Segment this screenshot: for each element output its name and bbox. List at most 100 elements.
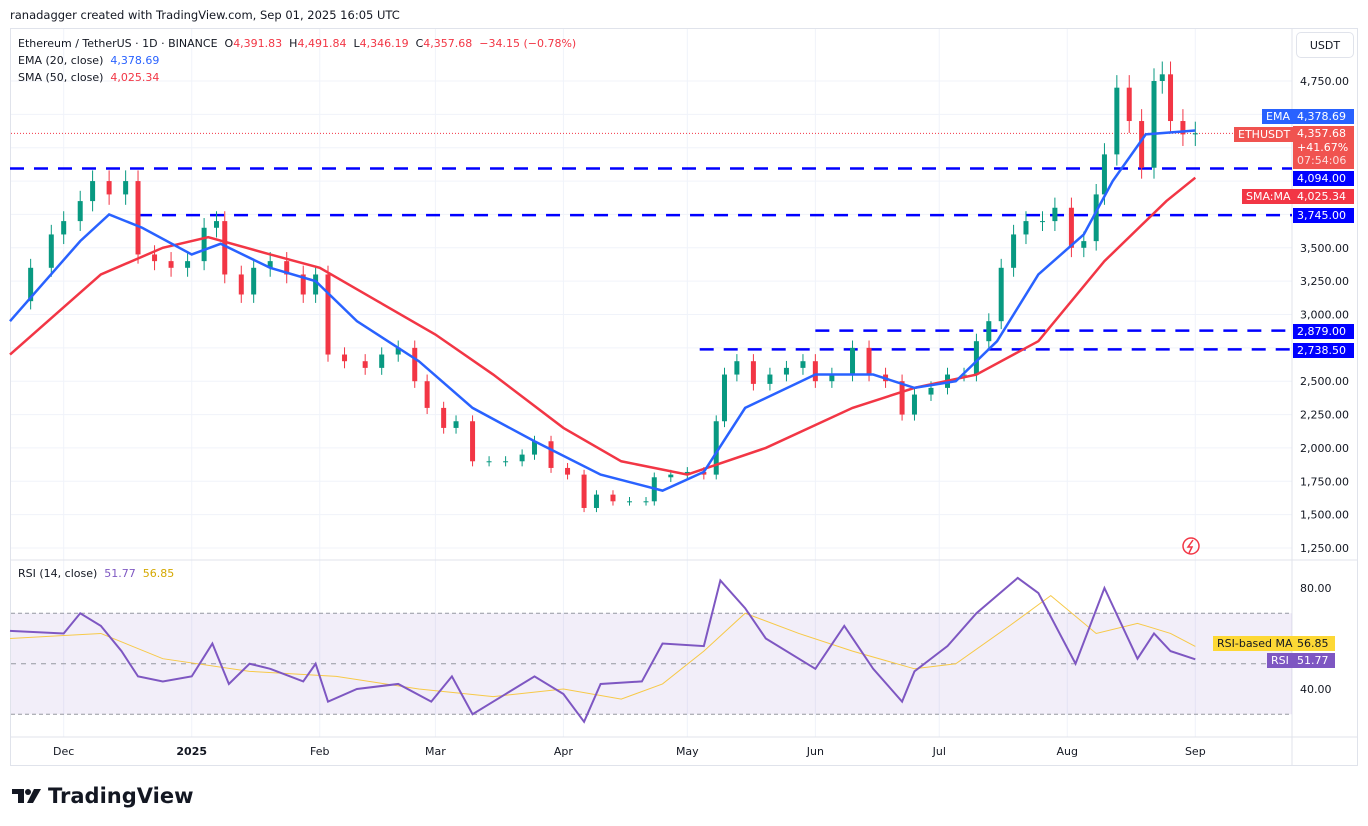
candle-body <box>1081 241 1087 248</box>
candle-body <box>986 321 992 342</box>
time-tick-label: 2025 <box>176 745 207 758</box>
candle-body <box>453 421 459 428</box>
candle-body <box>1159 74 1165 81</box>
rsi-tick-label: 40.00 <box>1300 683 1332 696</box>
level-4094-tag: 4,094.00 <box>1293 171 1354 186</box>
candle-body <box>424 381 430 408</box>
time-tick-label: Jul <box>932 745 946 758</box>
candle-body <box>1023 221 1029 235</box>
candle-body <box>713 421 719 475</box>
candle-body <box>829 374 835 382</box>
low-value: 4,346.19 <box>359 37 409 50</box>
rsi-label: RSI (14, close) <box>18 567 98 580</box>
candle-body <box>1168 74 1174 122</box>
price-tick-label: 1,500.00 <box>1300 509 1349 522</box>
candle-body <box>342 354 348 362</box>
ema-tag-label: EMA <box>1262 109 1294 124</box>
candle-body <box>1180 121 1186 135</box>
candle-body <box>1040 221 1045 223</box>
tradingview-logo-icon <box>12 789 41 803</box>
candle-body <box>503 461 509 463</box>
time-tick-label: Aug <box>1057 745 1078 758</box>
candle-body <box>1093 194 1099 242</box>
candle-body <box>973 341 979 375</box>
candle-body <box>222 221 228 275</box>
close-value: 4,357.68 <box>423 37 473 50</box>
price-tag-value: 4,357.68 <box>1297 127 1346 140</box>
rsi-value: 51.77 <box>104 567 136 580</box>
candle-body <box>961 374 967 376</box>
candle-body <box>593 494 599 508</box>
candle-body <box>486 461 492 463</box>
candle-body <box>90 181 96 202</box>
level-2879-tag: 2,879.00 <box>1293 324 1354 339</box>
price-tag-pct: +41.67% <box>1297 140 1349 154</box>
tradingview-logo[interactable]: TradingView <box>12 784 193 808</box>
level-3745-tag: 3,745.00 <box>1293 208 1354 223</box>
price-tick-label: 3,250.00 <box>1300 275 1349 288</box>
rsi-ma-tag-label: RSI-based MA <box>1213 636 1297 651</box>
candle-body <box>721 374 727 422</box>
candle-body <box>185 261 191 268</box>
price-tag-label: ETHUSDT <box>1234 127 1295 142</box>
time-tick-label: Dec <box>53 745 74 758</box>
candle-body <box>643 501 649 503</box>
candle-body <box>1114 87 1120 155</box>
sma-tag-value: 4,025.34 <box>1293 189 1354 204</box>
candle-body <box>238 274 244 295</box>
open-value: 4,391.83 <box>233 37 283 50</box>
time-tick-label: Apr <box>554 745 574 758</box>
candle-body <box>395 347 401 355</box>
time-tick-label: Jun <box>806 745 824 758</box>
candle-body <box>812 361 818 382</box>
candle-body <box>362 361 368 368</box>
candle-body <box>1139 121 1145 168</box>
candle-body <box>684 471 690 475</box>
candle-body <box>627 501 632 503</box>
time-tick-label: May <box>676 745 699 758</box>
candle-body <box>135 181 141 255</box>
price-tick-label: 2,500.00 <box>1300 375 1349 388</box>
candle-body <box>300 274 306 295</box>
price-tag: 4,357.68 +41.67% 07:54:06 <box>1293 126 1354 169</box>
candle-body <box>866 347 872 375</box>
time-tick-label: Mar <box>425 745 446 758</box>
rsi-ma-value: 56.85 <box>142 567 175 580</box>
rsi-legend: RSI (14, close) 51.77 56.85 <box>18 567 174 580</box>
candle-body <box>412 347 418 382</box>
candle-body <box>581 474 587 508</box>
ema-tag-value: 4,378.69 <box>1293 109 1354 124</box>
level-2738-tag: 2,738.50 <box>1293 343 1354 358</box>
low-label: L <box>353 37 360 50</box>
rsi-tag-label: RSI <box>1267 653 1293 668</box>
candle-body <box>1151 81 1157 168</box>
lightning-icon <box>1182 537 1200 555</box>
candle-body <box>548 441 554 468</box>
candle-body <box>123 181 129 195</box>
open-label: O <box>224 37 234 50</box>
candle-body <box>61 221 67 235</box>
candle-body <box>800 361 806 368</box>
rsi-ma-line <box>9 594 1196 700</box>
ema-value: 4,378.69 <box>110 54 160 67</box>
time-tick-label: Sep <box>1185 745 1206 758</box>
candle-body <box>379 354 385 368</box>
candle-body <box>1068 207 1074 248</box>
candle-body <box>911 394 917 415</box>
candle-body <box>77 201 83 222</box>
chart-legend: Ethereum / TetherUS · 1D · BINANCE O4,39… <box>18 35 576 86</box>
candle-body <box>470 421 476 462</box>
candle-body <box>284 261 290 275</box>
candle-body <box>201 227 207 262</box>
candle-body <box>1101 154 1107 195</box>
sma-label: SMA (50, close) <box>18 71 104 84</box>
ema-label: EMA (20, close) <box>18 54 104 67</box>
symbol-title: Ethereum / TetherUS · 1D · BINANCE <box>18 37 218 50</box>
currency-button[interactable]: USDT <box>1296 32 1354 58</box>
time-tick-label: Feb <box>310 745 329 758</box>
price-tick-label: 4,750.00 <box>1300 75 1349 88</box>
candle-body <box>168 261 174 268</box>
candle-body <box>1052 207 1058 222</box>
rsi-line <box>9 576 1196 724</box>
